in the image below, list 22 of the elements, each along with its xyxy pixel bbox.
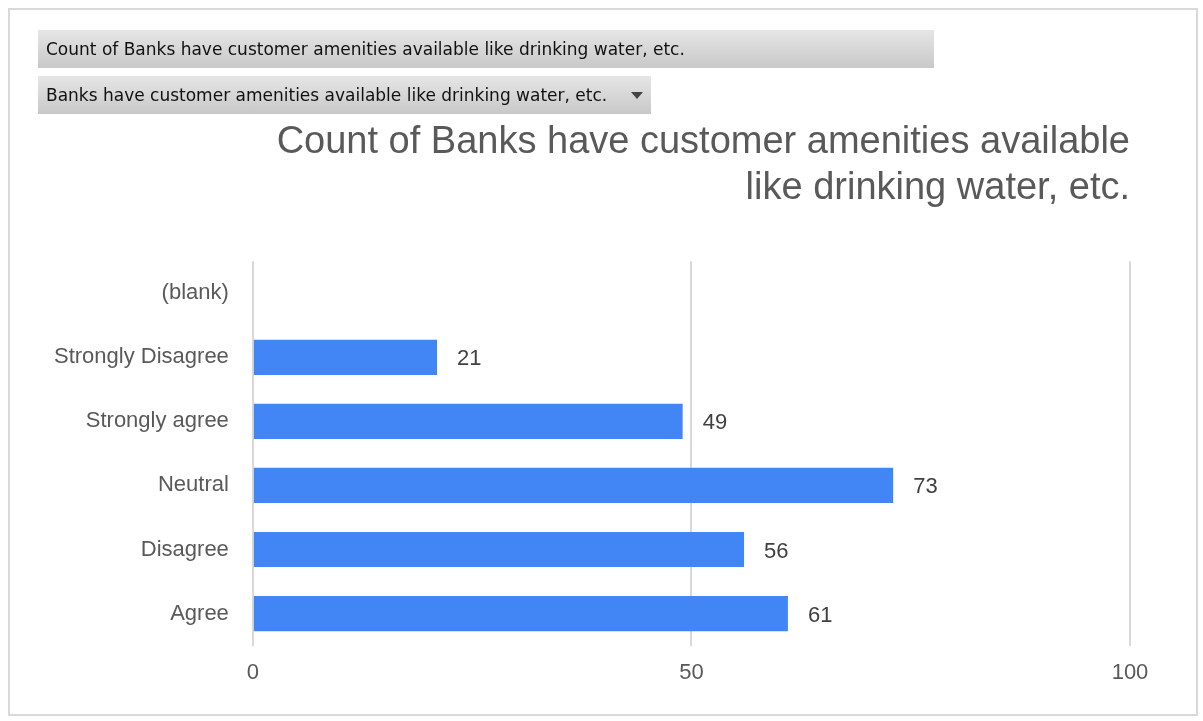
bar bbox=[253, 403, 683, 439]
data-label: 61 bbox=[807, 601, 833, 627]
x-tick-label: 50 bbox=[679, 658, 704, 684]
y-tick-label: (blank) bbox=[161, 279, 229, 305]
y-tick-label: Disagree bbox=[140, 535, 229, 561]
text: Count of Banks have customer amenities available like drinking water, etc. bbox=[38, 30, 934, 68]
data-label: 56 bbox=[764, 537, 789, 563]
x-tick-label: 0 bbox=[246, 658, 259, 684]
text: Banks have customer amenities available like drinking water, etc. bbox=[46, 85, 608, 105]
y-tick-label: Neutral bbox=[157, 471, 229, 497]
bar bbox=[253, 531, 745, 568]
chart-title: Count of Banks have customer amenities available like drinking water, etc. bbox=[276, 119, 1130, 207]
bar bbox=[253, 467, 894, 504]
data-label: 21 bbox=[457, 345, 482, 371]
bar bbox=[253, 595, 788, 632]
data-label: 73 bbox=[913, 473, 938, 499]
y-tick-label: Agree bbox=[170, 599, 229, 625]
data-label: 49 bbox=[702, 409, 728, 435]
y-tick-label: Strongly agree bbox=[85, 407, 229, 433]
y-tick-label: Strongly Disagree bbox=[53, 343, 229, 369]
x-tick-label: 100 bbox=[1111, 658, 1149, 684]
bar bbox=[253, 339, 438, 375]
